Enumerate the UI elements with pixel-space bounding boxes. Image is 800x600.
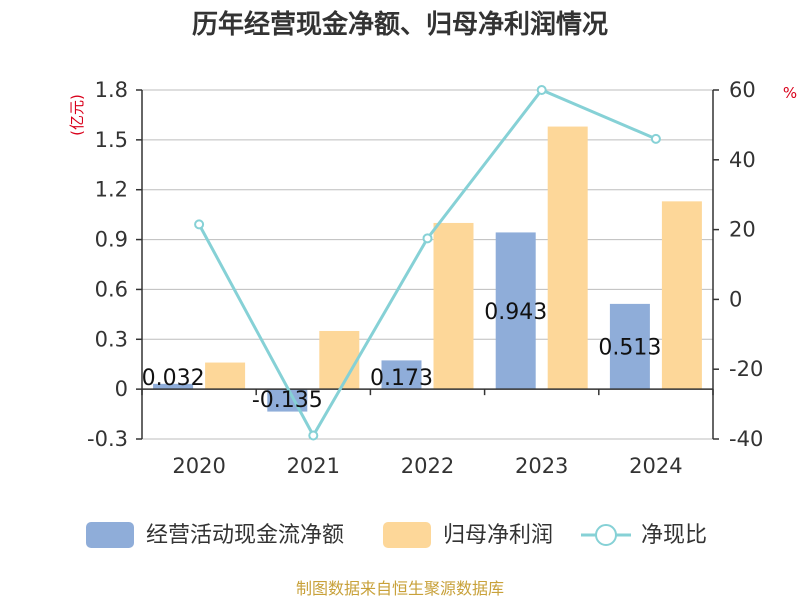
legend: 经营活动现金流净额 归母净利润 净现比	[86, 522, 707, 548]
legend-swatch-cashflow	[86, 522, 134, 548]
ratio-point	[650, 133, 661, 144]
left-tick-label: -0.3	[87, 427, 128, 451]
net-profit-bar	[319, 330, 360, 390]
cashflow-data-label: -0.135	[252, 388, 323, 413]
cashflow-bar	[381, 360, 422, 390]
net-profit-bar	[205, 362, 246, 390]
legend-swatch-ratio-marker	[595, 524, 617, 546]
legend-label-cashflow: 经营活动现金流净额	[146, 523, 344, 548]
right-tick-label: -40	[729, 427, 763, 451]
cashflow-data-label: 0.943	[484, 300, 547, 325]
axes-group: 1.8 1.5 1.2 0.9 0.6 0.3 0 -0.3 60 40 20 0 -20 -40 2020…	[87, 78, 763, 478]
net-profit-bar	[547, 126, 588, 390]
left-tick-label: 0.9	[95, 228, 128, 252]
ratio-point	[422, 233, 433, 244]
category-label: 2024	[629, 454, 682, 478]
left-tick-label: 0	[115, 377, 128, 401]
right-tick-label: 20	[729, 218, 756, 242]
category-label: 2022	[401, 454, 454, 478]
legend-label-ratio: 净现比	[641, 523, 707, 548]
cashflow-data-label: 0.173	[370, 366, 433, 391]
legend-label-profit: 归母净利润	[443, 523, 553, 548]
net-profit-bar	[661, 201, 702, 390]
cashflow-bar	[609, 303, 650, 390]
left-tick-label: 1.2	[95, 178, 128, 202]
ratio-point	[308, 430, 319, 441]
bars-group	[153, 126, 702, 412]
legend-swatch-profit	[383, 522, 431, 548]
cashflow-bar	[153, 383, 194, 390]
left-tick-label: 1.5	[95, 128, 128, 152]
ratio-line-group	[194, 85, 661, 441]
right-tick-label: 40	[729, 148, 756, 172]
chart-title: 历年经营现金净额、归母净利润情况	[192, 9, 608, 40]
net-profit-bar	[433, 222, 474, 390]
ratio-point	[536, 85, 547, 95]
cashflow-data-label: 0.032	[142, 366, 205, 391]
left-axis-unit: (亿元)	[68, 94, 86, 136]
ratio-point	[194, 219, 205, 230]
category-label: 2023	[515, 454, 568, 478]
category-label: 2021	[287, 454, 340, 478]
right-axis-unit: %	[783, 84, 797, 102]
right-tick-label: 0	[729, 287, 742, 311]
labels-group: 0.032 -0.135 0.173 0.943 0.513	[142, 300, 662, 413]
cashflow-data-label: 0.513	[598, 336, 661, 361]
left-tick-label: 0.6	[95, 277, 128, 301]
source-note: 制图数据来自恒生聚源数据库	[296, 579, 504, 598]
left-tick-label: 0.3	[95, 327, 128, 351]
category-label: 2020	[172, 454, 225, 478]
right-tick-label: 60	[729, 78, 756, 102]
left-tick-label: 1.8	[95, 78, 128, 102]
right-tick-label: -20	[729, 357, 763, 381]
cashflow-bar	[495, 232, 536, 390]
